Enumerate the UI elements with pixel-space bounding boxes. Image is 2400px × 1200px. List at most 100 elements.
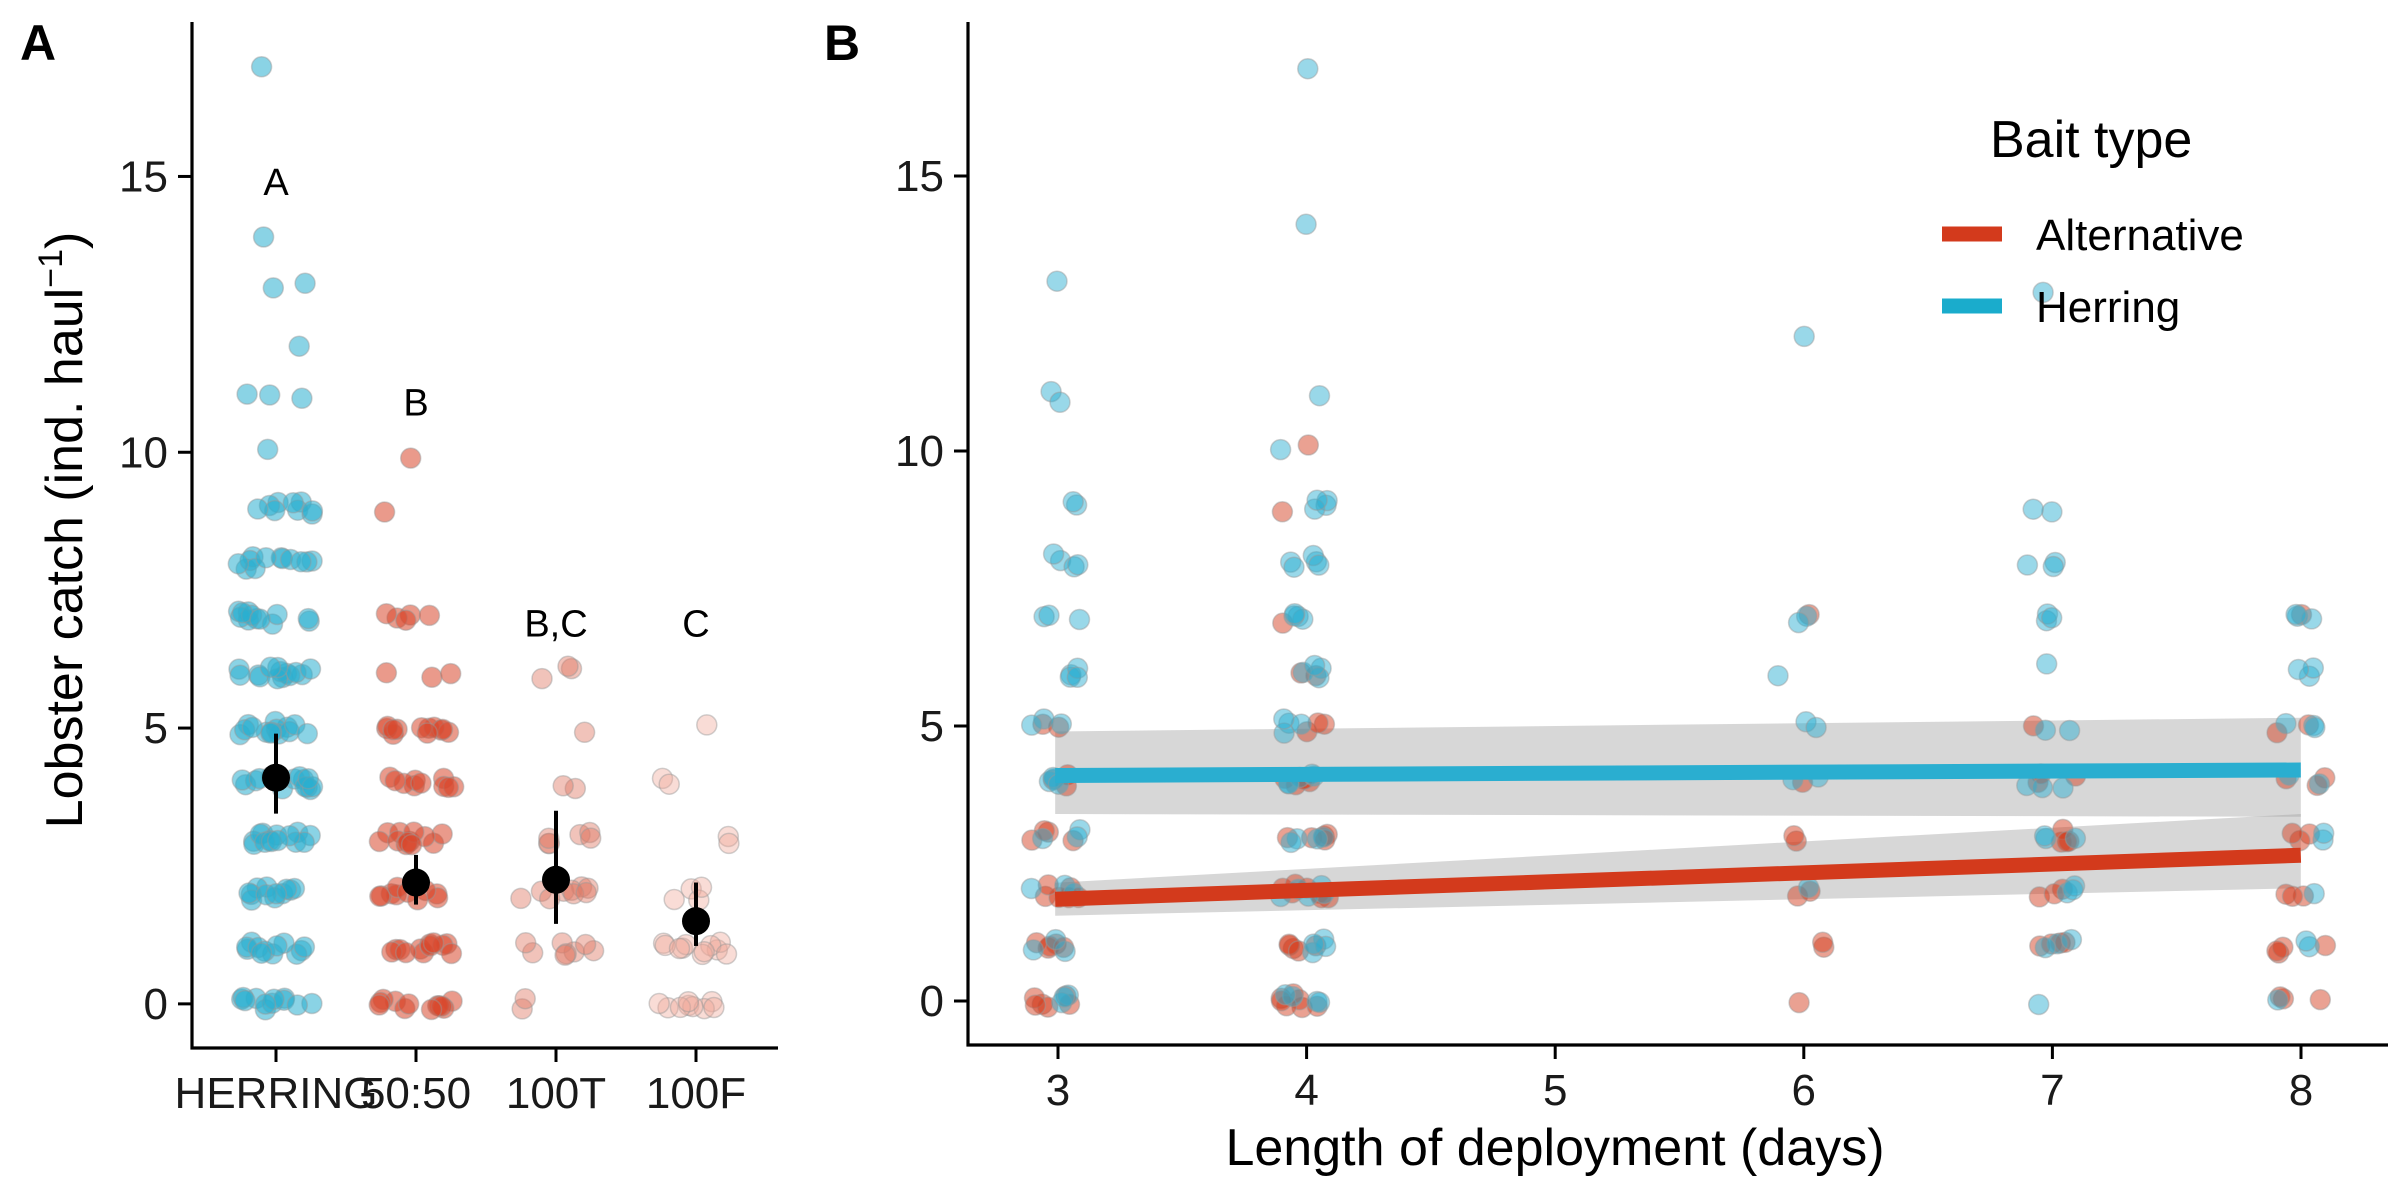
point-herring [2052,777,2074,799]
point-herring [1314,935,1337,958]
point-alternative [1271,501,1294,523]
panel-a-tag: A [20,15,56,71]
point-alternative [2314,934,2337,957]
point-100t [555,943,577,965]
point-herring [2044,551,2066,574]
point-herring [2060,928,2083,951]
point-alternative [1052,936,1075,959]
point-herring [1306,828,1329,850]
point-herring [1020,877,1043,900]
mean-point [402,868,430,897]
panel-a-significance-letters: A B B,C C [263,162,709,645]
y-axis-title-text: Lobster catch (ind. haul−1) [32,232,94,829]
point-alternative [1296,720,1318,743]
point-herring [286,994,309,1016]
point-herring [2031,776,2054,799]
point-alternative [2314,767,2336,789]
point-100t [554,944,576,966]
point-herring [1279,551,1302,573]
point-5050 [382,718,404,741]
point-alternative [1783,825,1805,847]
y-tick-label: 15 [119,152,168,201]
point-alternative [2281,885,2304,908]
point-100f [717,825,740,848]
point-herring [294,272,316,295]
point-herring [255,546,277,569]
point-herring [293,936,316,958]
point-herring [2063,875,2086,897]
point-alternative [1290,662,1312,684]
point-alternative [1037,821,1060,843]
point-100f [693,997,715,1020]
point-alternative [1055,985,1077,1007]
point-herring [1308,384,1331,407]
point-herring [1290,713,1313,736]
point-alternative [1023,987,1046,1009]
point-100t [574,933,597,956]
point-100t [570,876,593,898]
point-alternative [1305,935,1327,957]
point-herring [241,716,264,739]
point-alternative [1313,713,1336,735]
point-herring [1046,270,1068,292]
point-herring [1269,438,1292,461]
point-alternative [1287,940,1310,962]
point-herring [1315,494,1337,517]
point-herring [267,829,289,852]
point-herring [2287,658,2310,681]
point-100f [691,943,714,966]
point-alternative [2040,933,2063,955]
point-herring [1050,991,1073,1014]
point-herring [301,500,324,522]
panel-b: B 0 5 10 15 3 4 5 6 7 8 Length of deployment (day… [824,15,2388,1177]
point-herring [2016,554,2039,576]
point-herring [1303,498,1326,520]
point-100f [718,832,740,855]
point-alternative [2049,932,2072,954]
point-herring [256,438,279,461]
point-herring [1062,491,1084,513]
point-5050 [375,602,398,625]
point-herring [1286,828,1308,850]
point-herring [1060,664,1082,686]
point-alternative [1276,826,1299,849]
mean-point [682,907,710,936]
point-100t [573,721,596,744]
point-alternative [1062,829,1084,852]
point-100t [560,657,583,680]
point-herring [290,550,312,573]
point-herring [2041,501,2063,523]
point-herring [258,384,281,406]
point-100f [648,992,670,1015]
point-herring [234,989,256,1012]
point-herring [1292,661,1314,684]
point-herring [1069,818,1091,841]
point-herring [1292,608,1314,630]
point-herring [1312,928,1335,950]
point-herring [2304,716,2326,739]
point-herring [2312,829,2334,851]
x-tick-label: 50:50 [361,1069,471,1118]
point-alternative [1032,713,1054,736]
point-100f [668,937,691,960]
point-100f [709,931,732,954]
point-herring [2032,281,2054,304]
point-100t [569,823,591,846]
point-alternative [1786,885,1809,907]
point-herring [1767,664,1789,687]
point-alternative [1045,933,1067,955]
point-herring [1042,543,1065,565]
point-5050 [399,447,422,469]
panel-b-tag: B [824,15,860,71]
point-herring [1033,708,1055,730]
point-herring [2302,714,2325,737]
significance-letter: C [682,603,709,645]
point-alternative [1785,830,1808,852]
point-herring [1281,985,1304,1008]
point-alternative [2292,885,2315,907]
point-herring [296,722,319,745]
significance-letter: B [403,383,428,425]
point-100t [582,939,605,962]
point-herring [282,492,305,514]
point-100t [579,827,602,849]
